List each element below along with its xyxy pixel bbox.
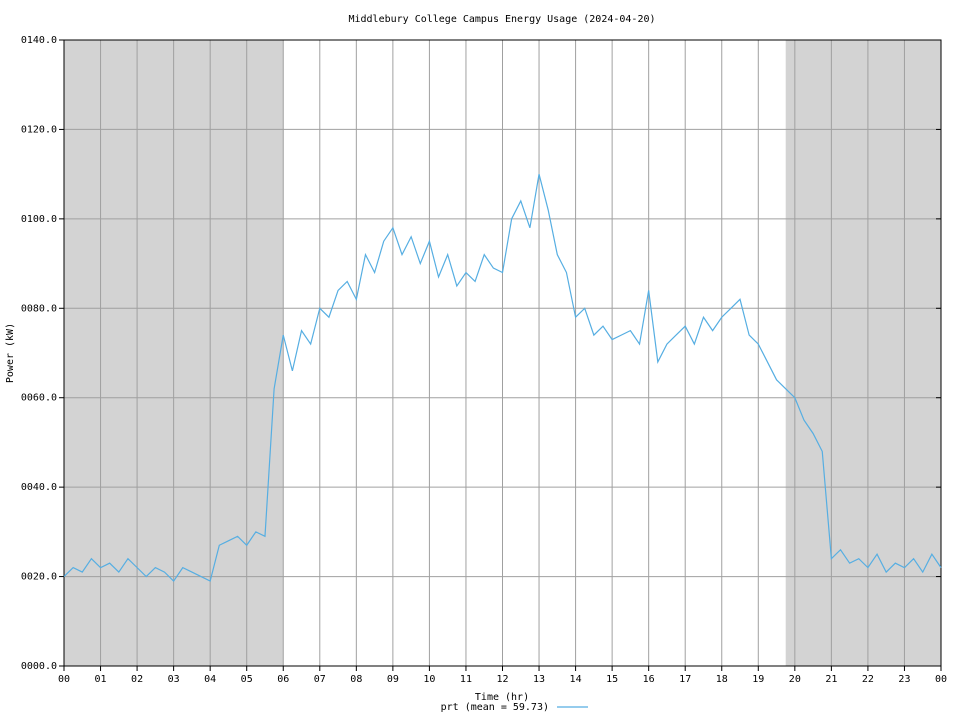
- x-tick-label: 10: [423, 674, 435, 685]
- y-tick-label: 0000.0: [21, 661, 57, 672]
- x-tick-label: 00: [935, 674, 947, 685]
- x-tick-label: 09: [387, 674, 399, 685]
- y-tick-label: 0120.0: [21, 124, 57, 135]
- chart-title: Middlebury College Campus Energy Usage (…: [348, 14, 655, 25]
- x-tick-label: 12: [496, 674, 508, 685]
- legend-label: prt (mean = 59.73): [441, 702, 549, 713]
- x-tick-label: 19: [752, 674, 764, 685]
- y-tick-label: 0100.0: [21, 214, 57, 225]
- x-tick-label: 07: [314, 674, 326, 685]
- x-tick-label: 21: [825, 674, 837, 685]
- x-tick-label: 22: [862, 674, 874, 685]
- x-tick-label: 17: [679, 674, 691, 685]
- x-tick-label: 15: [606, 674, 618, 685]
- x-tick-label: 11: [460, 674, 472, 685]
- plot-frame: [63, 39, 942, 667]
- x-tick-label: 01: [95, 674, 107, 685]
- x-tick-label: 06: [277, 674, 289, 685]
- y-tick-label: 0040.0: [21, 482, 57, 493]
- x-tick-label: 16: [643, 674, 655, 685]
- y-tick-label: 0060.0: [21, 393, 57, 404]
- y-tick-label: 0020.0: [21, 572, 57, 583]
- night-region: [785, 40, 941, 666]
- data-line: [63, 173, 942, 582]
- x-tick-label: 05: [241, 674, 253, 685]
- y-tick-label: 0140.0: [21, 35, 57, 46]
- x-tick-label: 20: [789, 674, 801, 685]
- x-tick-label: 18: [716, 674, 728, 685]
- y-axis-label: Power (kW): [5, 323, 16, 383]
- y-tick-label: 0080.0: [21, 303, 57, 314]
- x-tick-label: 03: [168, 674, 180, 685]
- x-tick-label: 02: [131, 674, 143, 685]
- x-axis-label: Time (hr): [475, 692, 529, 703]
- x-tick-label: 08: [350, 674, 362, 685]
- x-tick-label: 13: [533, 674, 545, 685]
- x-tick-label: 14: [570, 674, 582, 685]
- x-tick-label: 23: [898, 674, 910, 685]
- x-tick-label: 00: [58, 674, 70, 685]
- x-tick-label: 04: [204, 674, 216, 685]
